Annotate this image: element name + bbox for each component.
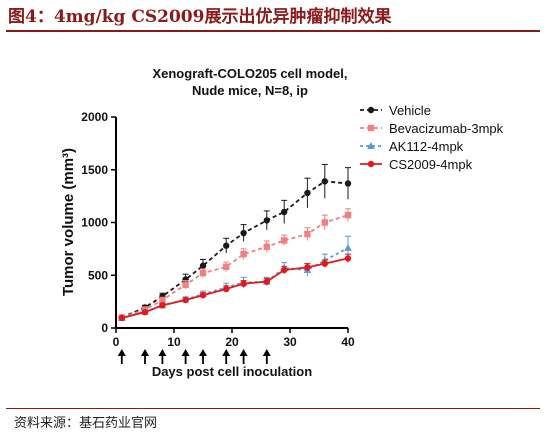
data-point [281,266,288,274]
dose-arrow-head [239,349,248,356]
data-point [344,255,352,262]
legend-marker [367,160,375,168]
data-point [281,237,288,244]
plot-area [118,163,352,322]
title-rule [6,30,540,32]
data-point [182,276,189,283]
y-tick-label: 0 [101,321,108,335]
legend-label: Bevacizumab-3mpk [389,121,504,136]
data-point [159,296,166,304]
data-point [240,280,247,287]
x-axis-label: Days post cell inoculation [152,364,312,379]
legend-marker [367,142,375,149]
data-point [281,208,288,216]
dose-arrow-head [141,349,149,356]
chart-title: Xenograft-COLO205 cell model, [152,66,347,81]
series-line [121,257,349,319]
series-4 [118,253,352,322]
data-point [304,189,311,197]
data-point [304,230,311,238]
data-point [223,285,230,293]
data-point [263,243,270,250]
legend: Vehicle Bevacizumab-3mpk AK112-4mpk CS2009-… [360,103,504,172]
data-point [159,302,166,309]
x-tick-label: 0 [113,335,120,349]
series-line [121,214,349,319]
data-point [223,242,230,249]
data-point [344,243,352,251]
x-tick-label: 40 [341,335,355,349]
data-point [263,217,270,224]
dose-arrow-head [262,349,271,356]
data-point [321,219,328,226]
y-tick-label: 2000 [81,110,108,124]
dose-arrow-head [181,349,190,356]
series-line [121,180,349,319]
x-tick-label: 30 [283,335,297,349]
legend-label: AK112-4mpk [389,139,464,154]
dose-arrow-head [117,349,126,356]
data-point [141,308,149,316]
tumor-growth-chart: Xenograft-COLO205 cell model, Nude mice,… [60,66,504,379]
data-point [304,264,311,271]
data-point [321,260,328,267]
y-tick-label: 500 [88,268,108,282]
legend-marker [367,124,375,132]
data-point [199,292,207,299]
data-point [118,314,126,322]
data-point [240,250,247,258]
x-tick-label: 20 [225,335,239,349]
data-point [199,269,207,277]
y-tick-label: 1000 [81,216,108,230]
dose-arrow-head [158,349,167,356]
data-point [344,180,352,187]
legend-label: Vehicle [389,103,431,118]
data-point [223,263,230,271]
x-tick-label: 10 [167,335,181,349]
legend-label: CS2009-4mpk [389,157,473,172]
dosing-arrows [117,349,271,364]
y-axis-label: Tumor volume (mm³) [60,148,77,296]
source-note: 资料来源：基石药业官网 [14,416,158,431]
data-point [344,211,352,219]
y-tick-label: 1500 [81,163,108,177]
source-rule [6,408,540,409]
figure-title: 图4：4mg/kg CS2009展示出优异肿瘤抑制效果 [8,7,392,27]
data-point [240,229,247,237]
legend-marker [367,106,375,114]
dose-arrow-head [199,349,207,356]
data-point [182,296,189,304]
data-point [263,278,270,285]
data-point [199,262,207,269]
axes: 0 500 1000 1500 2000 0 10 20 30 40 [81,110,355,349]
chart-subtitle: Nude mice, N=8, ip [192,83,308,98]
data-point [182,281,189,288]
dose-arrow-head [222,349,231,356]
series-1 [118,163,352,321]
data-point [321,178,328,185]
